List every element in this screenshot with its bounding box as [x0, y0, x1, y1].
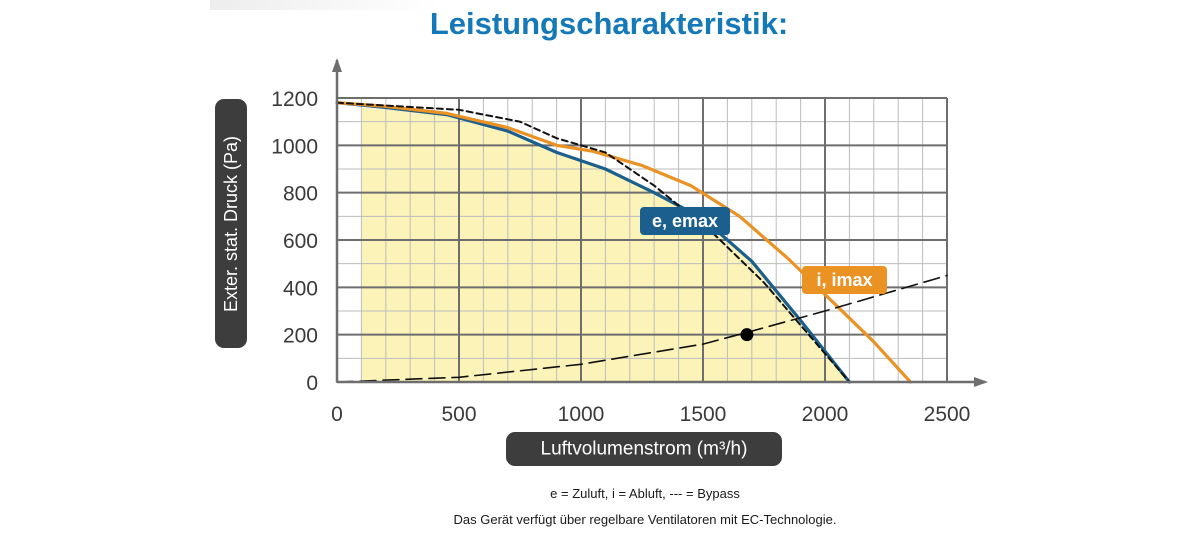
x-tick-label: 1500	[680, 403, 727, 426]
chart-title: Leistungscharakteristik:	[429, 6, 789, 41]
y-tick-label: 600	[283, 230, 318, 253]
x-axis-arrow	[974, 377, 988, 387]
y-tick-label: 0	[306, 372, 318, 395]
x-tick-label: 2000	[802, 403, 849, 426]
y-axis-label: Exter. stat. Druck (Pa)	[221, 136, 241, 312]
legend-note: e = Zuluft, i = Abluft, --- = Bypass	[550, 486, 740, 501]
x-tick-label: 0	[331, 403, 343, 426]
series-line-3	[336, 274, 948, 383]
x-tick-label: 500	[441, 403, 476, 426]
y-axis-label-badge	[215, 99, 247, 348]
footer-note: Das Gerät verfügt über regelbare Ventila…	[453, 512, 837, 527]
series-label-badge	[802, 266, 887, 294]
series-line-2	[336, 101, 851, 383]
series-label: i, imax	[816, 270, 872, 290]
y-tick-label: 800	[283, 183, 318, 206]
x-axis-label: Luftvolumenstrom (m³/h)	[541, 439, 748, 460]
y-tick-label: 1000	[271, 135, 318, 158]
series-line-1	[335, 101, 912, 384]
x-tick-label: 1000	[558, 403, 605, 426]
x-axis-label-badge	[506, 432, 782, 466]
y-tick-label: 400	[283, 277, 318, 300]
series-label: e, emax	[652, 211, 718, 231]
y-axis-arrow	[332, 58, 342, 72]
x-tick-label: 2500	[924, 403, 971, 426]
top-shadow	[210, 0, 440, 10]
series-label-badge	[640, 207, 730, 235]
y-tick-label: 200	[283, 325, 318, 348]
y-tick-label: 1200	[271, 88, 318, 111]
operating-point	[740, 328, 754, 342]
